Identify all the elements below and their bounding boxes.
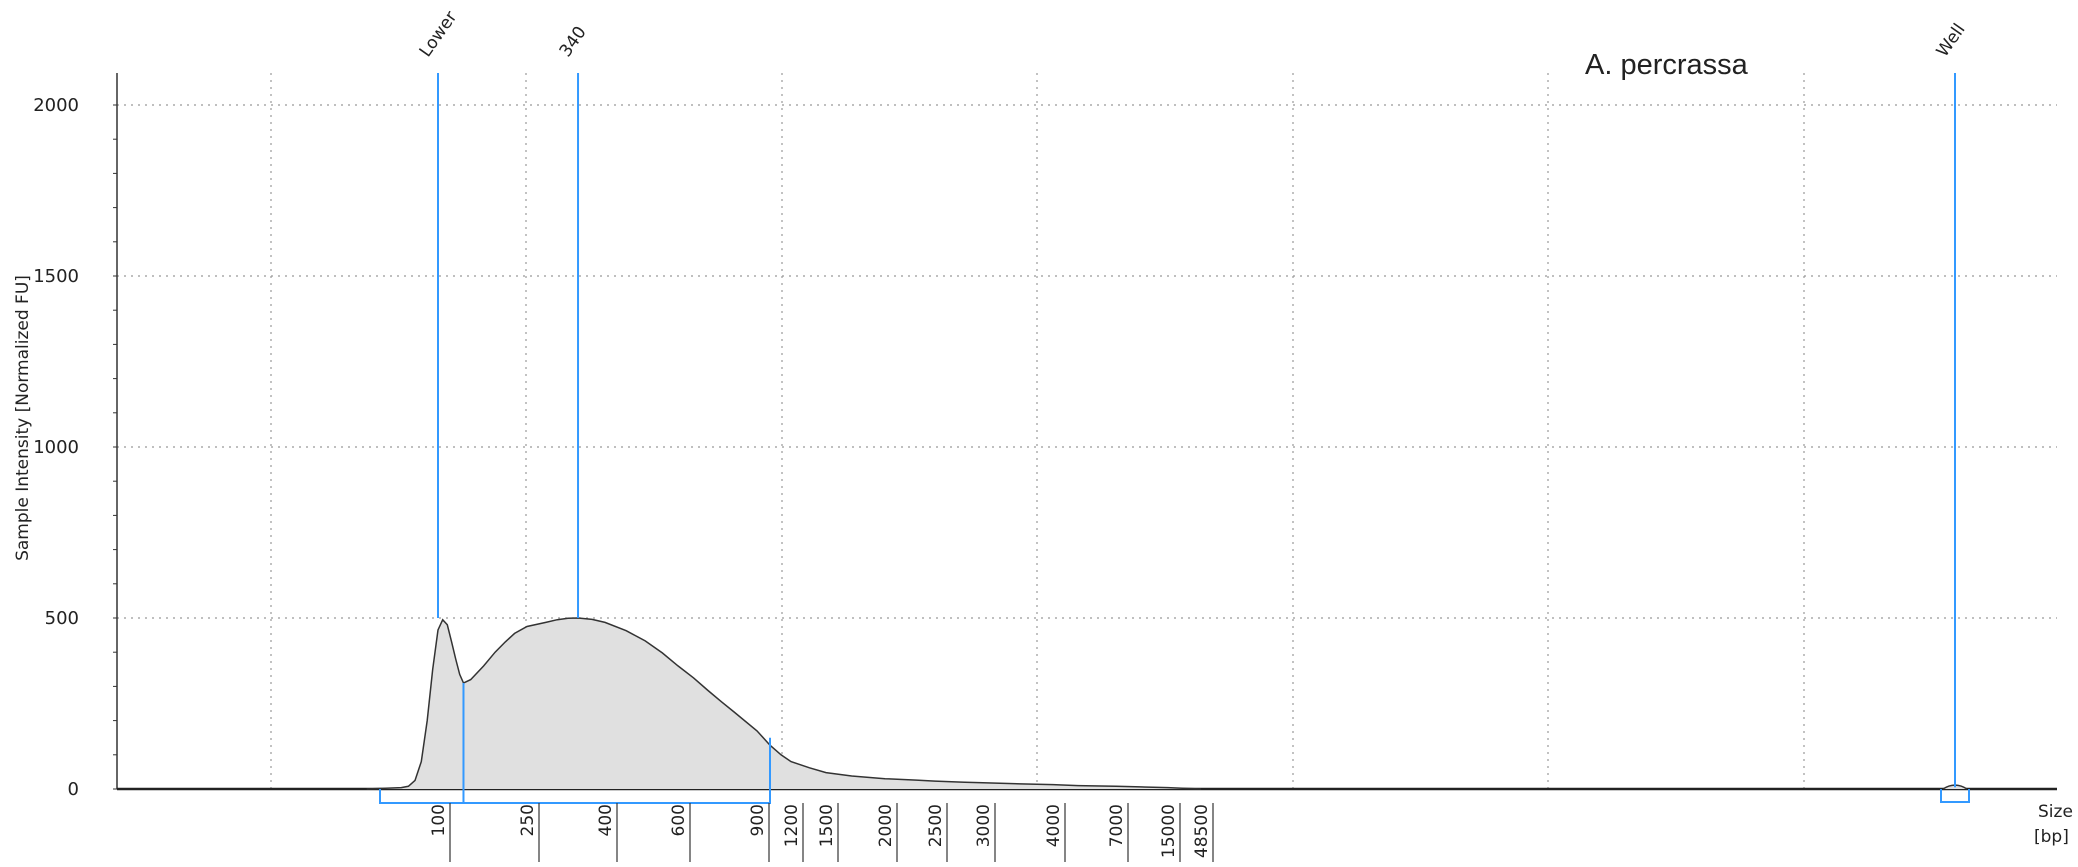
y-tick-label: 500: [45, 608, 79, 629]
y-tick-label: 0: [68, 779, 79, 800]
y-axis-label: Sample Intensity [Normalized FU]: [13, 275, 33, 561]
x-axis-label-unit: [bp]: [2034, 827, 2069, 847]
x-tick-label: 15000: [1159, 804, 1179, 858]
x-tick-label: 2000: [876, 804, 896, 847]
x-tick-label: 48500: [1192, 804, 1212, 858]
x-tick-label: 900: [748, 804, 768, 836]
x-axis-label-size: Size: [2038, 802, 2073, 822]
y-tick-label: 1500: [33, 266, 79, 287]
x-tick-label: 1500: [817, 804, 837, 847]
y-tick-label: 2000: [33, 95, 79, 116]
x-tick-label: 400: [596, 804, 616, 836]
x-tick-label: 3000: [974, 804, 994, 847]
y-tick-label: 1000: [33, 437, 79, 458]
x-tick-label: 4000: [1044, 804, 1064, 847]
series-area: [366, 618, 1202, 789]
series-line: [366, 617, 1202, 790]
marker-label: Lower: [416, 8, 462, 61]
sample-name-title: A. percrassa: [1585, 49, 1749, 81]
x-tick-label: 600: [669, 804, 689, 836]
marker-label: Well: [1933, 20, 1970, 61]
x-tick-label: 7000: [1107, 804, 1127, 847]
well-bracket: [1940, 789, 1970, 803]
x-tick-label: 100: [429, 804, 449, 836]
marker-label: 340: [556, 23, 591, 61]
x-tick-label: 2500: [926, 804, 946, 847]
x-tick-label: 1200: [782, 804, 802, 847]
x-tick-label: 250: [518, 804, 538, 836]
region-bracket: [379, 737, 771, 804]
